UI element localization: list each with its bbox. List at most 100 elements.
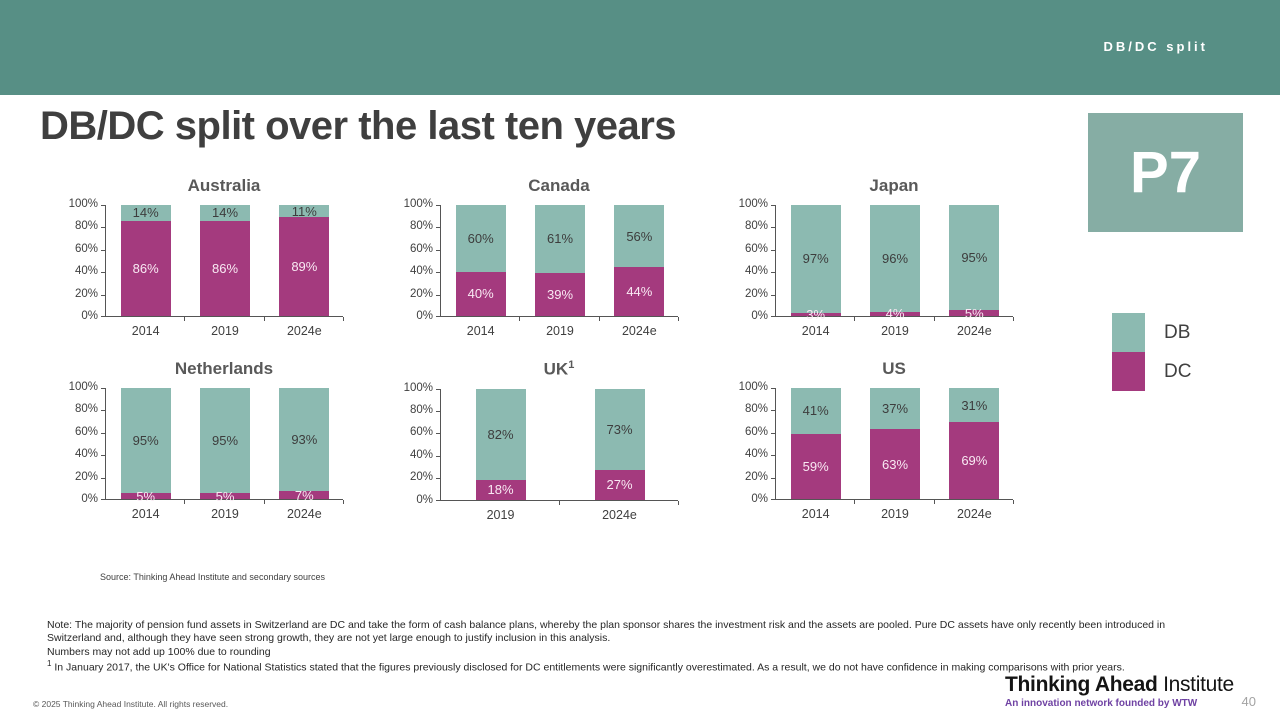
legend-label-dc: DC [1164,360,1192,382]
x-axis-label: 2024e [602,507,637,522]
y-axis-label: 40% [409,265,433,278]
y-axis-tick [771,249,776,251]
x-axis-label: 2014 [801,507,830,521]
y-axis-tick [436,205,441,206]
x-axis-tick [263,500,265,504]
bar-segment-dc: 69% [949,422,1000,499]
header-section-label: DB/DC split [1103,39,1208,54]
y-axis-label: 0% [81,310,98,322]
y-axis-label: 100% [738,381,768,393]
x-axis-label: 2024e [286,507,322,521]
bar-segment-db: 11% [279,205,330,218]
x-axis-label: 2019 [211,324,239,338]
y-axis-label: 40% [74,448,98,461]
stacked-bar: 95% 5% [200,388,250,503]
footnote: 1 In January 2017, the UK's Office for N… [47,659,1197,675]
y-axis-label: 20% [74,470,98,483]
db-value-label: 95% [961,250,988,266]
bar-segment-dc: 89% [279,217,330,316]
x-axis-tick [1013,500,1014,504]
db-swatch [1112,313,1145,352]
dc-swatch [1112,352,1145,391]
db-value-label: 37% [881,401,909,417]
bar-segment-dc: 5% [200,490,250,503]
db-value-label: 97% [802,251,829,267]
bar-segment-dc: 7% [279,487,330,503]
bar-segment-db: 60% [455,205,506,272]
y-axis-tick [101,499,106,500]
bar-segment-dc: 63% [870,429,920,499]
dc-value-label: 44% [626,284,653,300]
bar-segment-db: 97% [790,205,841,313]
chart-title: US [882,359,906,378]
bar-segment-dc: 86% [120,220,171,316]
x-axis-label: 2024e [956,324,992,338]
y-axis-label: 60% [744,242,768,255]
chart-netherlands: Netherlands 100% 80% 60% 40% 20% 0% 95% 5% 2014 95… [55,359,390,521]
bar-segment-db: 82% [475,388,526,480]
stacked-bar: 60% 40% [455,205,506,316]
footnote-text: In January 2017, the UK's Office for Nat… [51,661,1125,674]
chart-legend: DB DC [1112,313,1191,391]
y-axis-label: 20% [409,287,433,300]
y-axis-label: 80% [74,403,98,416]
source-note: Source: Thinking Ahead Institute and sec… [100,572,325,582]
y-axis-label: 100% [403,198,433,210]
y-axis-tick [436,294,441,296]
y-axis-tick [101,477,106,479]
plot-area: 100% 80% 60% 40% 20% 0% 82% 18% 2019 73% 27% 2024e [404,382,679,522]
y-axis-label: 20% [409,471,433,484]
bar-segment-db: 61% [535,205,585,273]
page-title: DB/DC split over the last ten years [40,104,677,148]
y-axis-label: 80% [744,403,768,416]
dc-value-label: 7% [294,487,314,503]
db-value-label: 95% [132,433,159,449]
y-axis-label: 60% [409,426,433,439]
dc-value-label: 3% [806,306,826,322]
x-axis-label: 2024e [286,324,322,338]
y-axis-label: 60% [409,242,433,255]
x-axis-label: 2019 [486,507,515,522]
y-axis-tick [771,432,776,434]
chart-title: Japan [869,176,919,195]
y-axis-label: 100% [738,198,768,210]
y-axis-label: 40% [744,265,768,278]
x-axis-tick [519,317,521,321]
stacked-bar: 31% 69% [949,388,1000,499]
stacked-bar: 37% 63% [870,388,920,499]
y-axis-tick [101,410,106,412]
bar-segment-dc: 86% [200,220,250,316]
x-axis-label: 2019 [546,324,574,338]
x-axis-label: 2014 [131,324,160,338]
db-value-label: 82% [487,426,514,442]
dc-value-label: 5% [964,305,984,321]
chart-canada: Canada 100% 80% 60% 40% 20% 0% 60% 40% 2014 61% 39%… [390,176,725,338]
plot-area: 100% 80% 60% 40% 20% 0% 60% 40% 2014 61% 39% 2019 56… [404,198,679,338]
dc-value-label: 4% [885,306,905,322]
header-band: DB/DC split [0,0,1280,95]
x-axis-label: 2019 [881,324,909,338]
x-axis-tick [678,500,679,505]
logo-regular-part: Institute [1157,673,1234,696]
y-axis-label: 60% [744,425,768,438]
dc-value-label: 5% [136,488,156,504]
y-axis-label: 0% [416,493,433,506]
y-axis-tick [436,499,441,501]
dc-value-label: 5% [215,488,235,504]
principle-badge: P7 [1088,113,1243,232]
db-value-label: 95% [211,433,239,449]
bar-segment-db: 56% [614,205,665,268]
dc-value-label: 59% [802,458,829,474]
legend-row-db: DB [1112,313,1191,352]
x-axis-tick [559,500,560,505]
y-axis-tick [101,455,106,457]
x-axis-label: 2014 [131,507,160,521]
chart-uk: UK1 100% 80% 60% 40% 20% 0% 82% 18% 2019 73% 27% 202… [390,359,725,522]
chart-japan: Japan 100% 80% 60% 40% 20% 0% 97% 3% 2014 96% 4% 201… [725,176,1060,338]
logo-bold-part: Thinking Ahead [1005,673,1158,696]
y-axis-tick [101,249,106,251]
stacked-bar: 14% 86% [200,205,250,316]
y-axis-label: 80% [409,404,433,417]
dc-value-label: 40% [467,286,494,302]
